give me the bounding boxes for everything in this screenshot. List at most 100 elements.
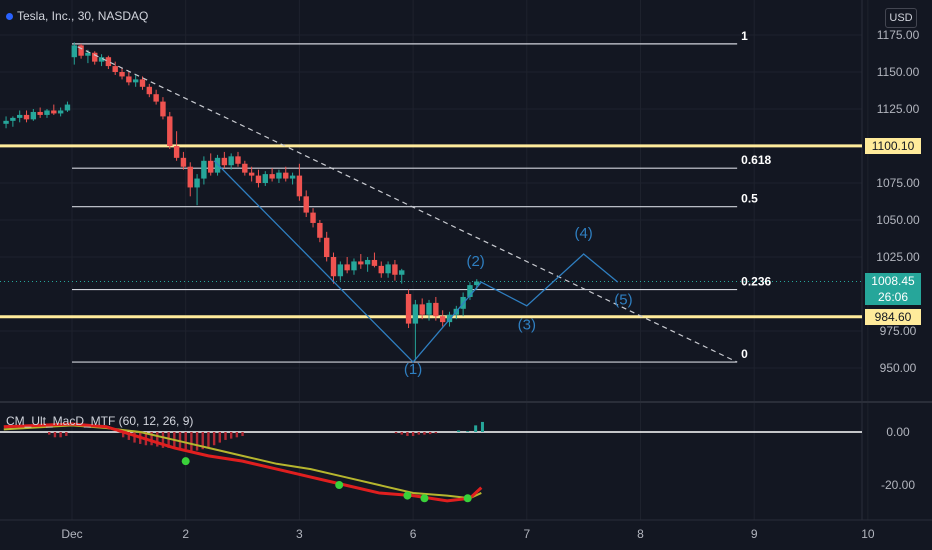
fib-level-label: 0	[741, 347, 748, 361]
macd-histogram-bar	[423, 432, 426, 435]
candle-body	[296, 175, 303, 197]
candle-body	[98, 57, 105, 62]
candle-body	[474, 281, 480, 286]
time-tick-label: 8	[637, 527, 644, 541]
candle-body	[276, 172, 282, 179]
macd-histogram-bar	[235, 432, 239, 438]
candle-body	[412, 304, 419, 324]
candle-body	[283, 172, 289, 179]
macd-histogram-bar	[167, 432, 170, 448]
candle-body	[228, 156, 234, 166]
price-tick-label: 1050.00	[876, 213, 920, 227]
macd-tick-label: -20.00	[881, 478, 915, 492]
macd-cross-marker	[335, 481, 344, 489]
candle-body	[23, 114, 30, 120]
macd-histogram-bar	[212, 432, 216, 446]
candle-body	[214, 157, 221, 173]
trendline	[77, 46, 738, 363]
macd-histogram-bar	[190, 432, 193, 451]
macd-cross-marker	[420, 494, 429, 503]
candle-body	[57, 110, 64, 114]
candle-body	[51, 110, 57, 114]
macd-histogram-bar	[161, 432, 165, 448]
macd-histogram-bar	[121, 432, 125, 438]
macd-histogram-bar	[241, 432, 244, 436]
candle-body	[446, 314, 453, 323]
candle-body	[426, 302, 432, 315]
price-tick-label: 950.00	[880, 361, 917, 375]
macd-tick-label: 0.00	[886, 425, 910, 439]
macd-histogram-bar	[201, 432, 204, 450]
indicator-legend[interactable]: CM_Ult_MacD_MTF (60, 12, 26, 9)	[6, 414, 194, 428]
candle-body	[10, 117, 16, 121]
candle-body	[378, 265, 384, 274]
candle-body	[167, 116, 173, 146]
candle-body	[371, 259, 378, 266]
price-tag: 1008.45	[865, 273, 921, 290]
candle-body	[344, 264, 350, 271]
candle-body	[119, 72, 125, 77]
candle-body	[139, 79, 146, 87]
candle-body	[317, 222, 323, 238]
candle-body	[132, 79, 139, 83]
candle-body	[30, 111, 37, 120]
candle-body	[399, 270, 405, 275]
macd-histogram-bar	[229, 432, 233, 439]
symbol-title: Tesla, Inc., 30, NASDAQ	[17, 9, 149, 23]
macd-histogram-bar	[48, 432, 51, 435]
price-tag: 984.60	[865, 308, 921, 325]
elliott-wave-path	[213, 160, 619, 364]
macd-histogram-bar	[150, 432, 153, 446]
candle-body	[364, 259, 371, 265]
candle-body	[64, 104, 71, 111]
candle-body	[262, 174, 268, 183]
candle-body	[112, 66, 118, 72]
currency-button[interactable]: USD	[885, 8, 917, 28]
macd-histogram-bar	[156, 432, 159, 447]
macd-histogram-bar	[127, 432, 131, 440]
elliott-wave-label: (1)	[404, 361, 422, 378]
macd-line	[3, 422, 483, 503]
macd-histogram-bar	[224, 432, 227, 440]
macd-histogram-bar	[466, 431, 470, 432]
candle-body	[173, 146, 180, 158]
candle-body	[330, 257, 337, 277]
macd-histogram-bar	[195, 432, 199, 451]
candle-body	[439, 316, 446, 323]
macd-cross-marker	[463, 494, 472, 503]
symbol-header[interactable]: Tesla, Inc., 30, NASDAQ	[6, 9, 148, 23]
candle-body	[351, 261, 357, 271]
candle-body	[78, 45, 84, 56]
macd-histogram-bar	[417, 432, 420, 435]
macd-histogram-bar	[207, 432, 210, 448]
candle-body	[85, 52, 91, 56]
candle-body	[235, 156, 241, 164]
macd-histogram-bar	[65, 432, 68, 436]
macd-histogram-bar	[480, 421, 484, 432]
macd-histogram-bar	[457, 430, 461, 432]
candle-body	[467, 285, 473, 297]
elliott-wave-label: (4)	[574, 225, 592, 242]
price-tick-label: 1150.00	[877, 65, 920, 79]
candle-body	[248, 172, 255, 176]
bar-countdown-tag: 26:06	[865, 289, 921, 306]
candle-body	[160, 101, 166, 117]
candle-body	[323, 237, 330, 257]
candle-body	[221, 157, 228, 166]
macd-histogram-bar	[411, 432, 415, 436]
candle-body	[289, 175, 296, 179]
macd-histogram-bar	[218, 432, 222, 443]
fib-level-label: 0.618	[741, 153, 771, 167]
candle-body	[242, 163, 248, 173]
candle-body	[419, 304, 425, 315]
candle-body	[187, 166, 193, 188]
macd-histogram-bar	[394, 432, 398, 434]
candle-body	[392, 264, 398, 275]
candle-body	[71, 45, 77, 58]
fib-level-label: 0.5	[741, 192, 758, 206]
price-tick-label: 975.00	[880, 324, 917, 338]
time-tick-label: 7	[523, 527, 530, 541]
candle-body	[208, 160, 214, 173]
